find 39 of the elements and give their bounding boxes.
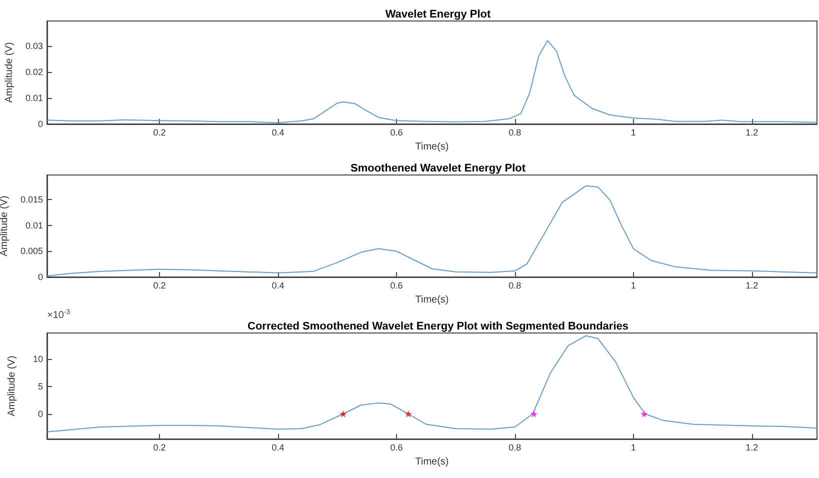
x-tick-label: 1.2 bbox=[746, 442, 758, 452]
y-tick-label: 0.005 bbox=[20, 246, 43, 256]
x-tick-label: 0.8 bbox=[508, 442, 522, 452]
chart-title: Corrected Smoothened Wavelet Energy Plot with Segmented Boundaries bbox=[248, 320, 628, 332]
y-tick-label: 0 bbox=[38, 272, 43, 282]
y-tick-label: 0 bbox=[38, 119, 43, 129]
x-tick-label: 1.2 bbox=[746, 128, 758, 138]
y-tick-label: 0.03 bbox=[25, 40, 43, 51]
x-tick-label: 0.8 bbox=[508, 280, 522, 290]
x-axis-title: Time(s) bbox=[415, 456, 449, 468]
x-tick-label: 0.8 bbox=[508, 128, 522, 138]
y-axis-title: Amplitude (V) bbox=[6, 356, 18, 416]
y-axis-title: Amplitude (V) bbox=[4, 42, 16, 103]
y-tick-label: 10 bbox=[32, 354, 43, 364]
x-tick-label: 0.6 bbox=[390, 128, 403, 138]
y-tick-label: 0.01 bbox=[25, 92, 43, 103]
line-series bbox=[46, 335, 818, 432]
y-tick-label: 0.02 bbox=[25, 66, 43, 77]
y-tick-label: 0 bbox=[38, 408, 43, 419]
x-tick-label: 0.2 bbox=[153, 128, 166, 138]
x-tick-label: 0.2 bbox=[153, 442, 166, 452]
chart-title: Wavelet Energy Plot bbox=[385, 8, 492, 20]
x-tick-label: 1 bbox=[630, 442, 636, 452]
x-tick-label: 0.2 bbox=[153, 280, 166, 290]
x-tick-label: 1 bbox=[630, 280, 636, 290]
x-axis-title: Time(s) bbox=[415, 141, 449, 152]
x-tick-label: 1.2 bbox=[746, 280, 758, 290]
y-tick-label: 0.01 bbox=[25, 220, 43, 230]
y-tick-label: 0.015 bbox=[20, 194, 43, 205]
y-tick-label: 5 bbox=[38, 382, 43, 392]
x-tick-label: 0.6 bbox=[390, 280, 403, 290]
x-tick-label: 0.4 bbox=[272, 128, 284, 138]
x-tick-label: 0.4 bbox=[272, 442, 284, 452]
x-tick-label: 0.6 bbox=[390, 442, 403, 452]
y-axis-title: Amplitude (V) bbox=[0, 196, 10, 256]
x-tick-label: 0.4 bbox=[272, 280, 284, 290]
chart-title: Smoothened Wavelet Energy Plot bbox=[350, 162, 526, 174]
x-axis-title: Time(s) bbox=[415, 294, 449, 306]
x-tick-label: 1 bbox=[630, 128, 636, 138]
